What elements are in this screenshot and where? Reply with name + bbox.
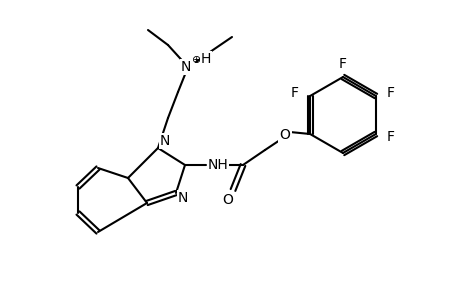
Text: N: N — [159, 134, 170, 148]
Text: H: H — [201, 52, 211, 66]
Text: N: N — [178, 191, 188, 205]
Text: O: O — [222, 193, 233, 207]
Text: F: F — [386, 86, 394, 100]
Text: O: O — [279, 128, 290, 142]
Text: N: N — [180, 60, 191, 74]
Text: ⊕: ⊕ — [192, 55, 201, 65]
Text: F: F — [291, 86, 298, 100]
Text: F: F — [386, 130, 394, 144]
Text: NH: NH — [207, 158, 228, 172]
Text: F: F — [338, 57, 346, 71]
